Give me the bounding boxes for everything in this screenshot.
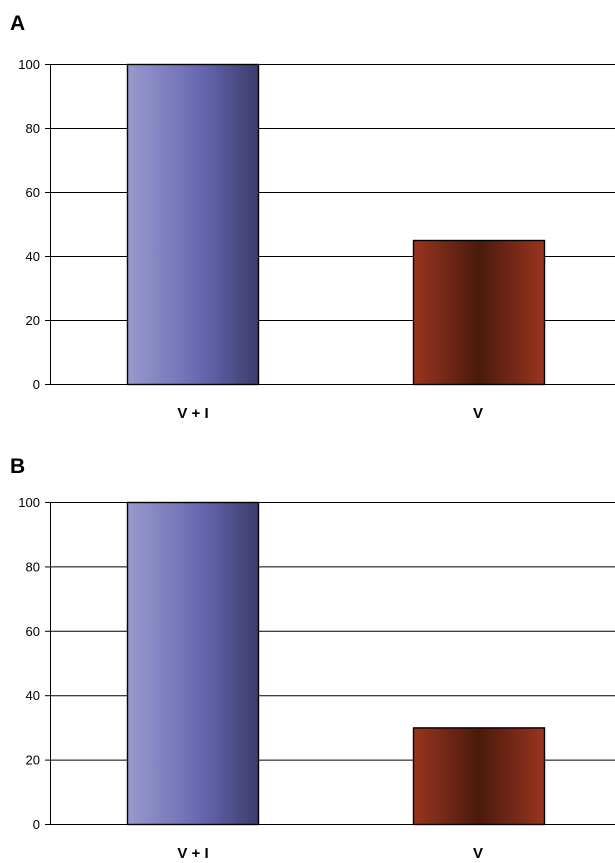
y-tick-label: 40	[26, 249, 40, 264]
bars-a	[126, 63, 546, 386]
y-tick-label: 80	[26, 559, 40, 574]
y-tick-label: 0	[33, 377, 40, 392]
bar-v-plus-i	[126, 501, 260, 826]
x-category-label: V + I	[177, 405, 208, 422]
y-tick-labels-b: 0 20 40 60 80 100	[18, 495, 40, 832]
panel-a: A 0 20 40 60 80 100 V + I V	[10, 12, 615, 422]
y-tick-label: 100	[18, 57, 40, 72]
x-category-label: V	[473, 405, 483, 422]
x-category-label: V	[473, 845, 483, 862]
y-tick-label: 60	[26, 185, 40, 200]
y-tick-label: 80	[26, 121, 40, 136]
y-tick-label: 20	[26, 753, 40, 768]
x-category-label: V + I	[177, 845, 208, 862]
panel-label-b: B	[10, 455, 25, 478]
y-tick-labels-a: 0 20 40 60 80 100	[18, 57, 40, 392]
bar-v-plus-i	[126, 63, 260, 386]
bar-v	[412, 239, 546, 386]
bar-v	[412, 727, 546, 826]
x-category-labels-a: V + I V	[177, 405, 483, 422]
y-tick-label: 60	[26, 624, 40, 639]
panel-label-a: A	[10, 12, 25, 35]
y-tick-label: 0	[33, 817, 40, 832]
y-tick-label: 100	[18, 495, 40, 510]
bars-b	[126, 501, 546, 826]
y-tick-label: 20	[26, 313, 40, 328]
y-tick-label: 40	[26, 688, 40, 703]
x-category-labels-b: V + I V	[177, 845, 483, 862]
panel-b: B 0 20 40 60 80 100 V + I V	[10, 455, 615, 862]
